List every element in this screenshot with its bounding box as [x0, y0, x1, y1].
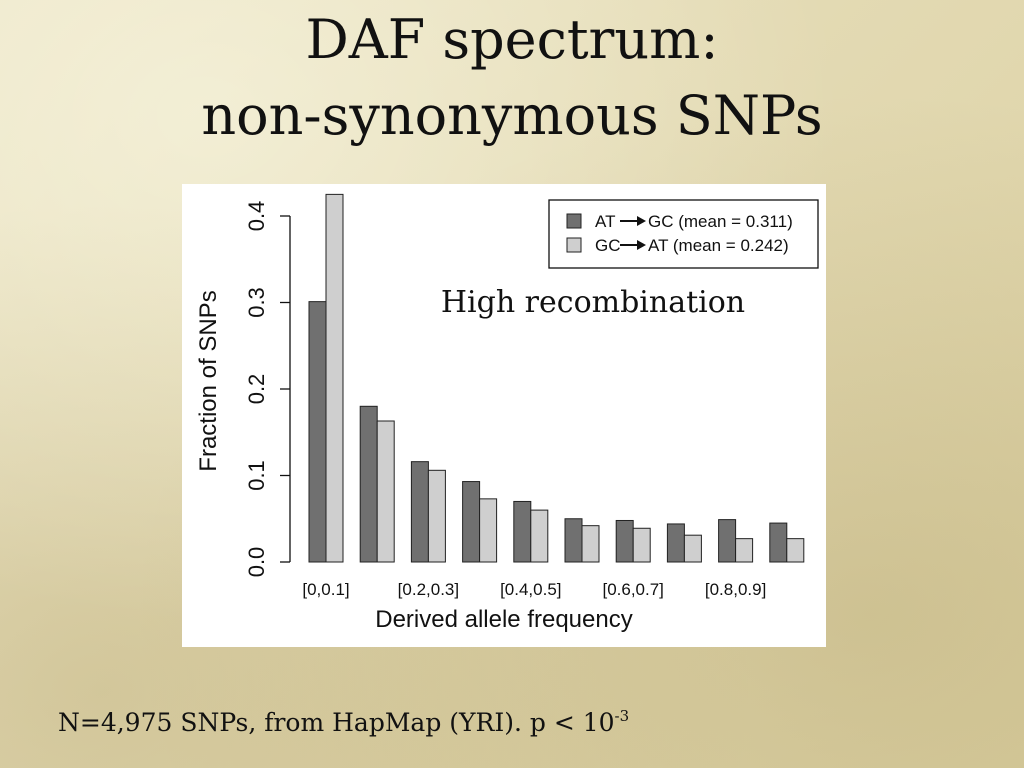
bar-at-gc	[359, 405, 378, 563]
bar-at-gc	[718, 519, 737, 563]
chart-axes: 0.0 0.1 0.2 0.3 0.4	[244, 201, 291, 578]
legend-from: GC	[595, 236, 621, 255]
bar-at-gc	[513, 500, 532, 563]
bar-gc-at	[683, 534, 702, 563]
x-tick-label: [0,0.1]	[302, 580, 349, 599]
y-tick-label: 0.4	[244, 201, 269, 232]
y-axis-label: Fraction of SNPs	[195, 290, 222, 471]
chart-legend: AT GC (mean = 0.311) GC AT (mean = 0.242)	[548, 199, 819, 269]
bar-gc-at	[786, 538, 805, 563]
slide-title-line2: non-synonymous SNPs	[201, 84, 823, 147]
bar-at-gc	[462, 481, 481, 563]
arrow-right-icon	[637, 216, 646, 226]
bar-at-gc	[564, 518, 583, 563]
chart-bars: [0,0.1] [0.2,0.3] [0.4,0.5] [0.6,0.7] [0.8,0…	[302, 193, 805, 599]
legend-to: GC (mean = 0.311)	[648, 212, 793, 231]
bar-gc-at	[581, 525, 600, 563]
footnote-exponent: -3	[614, 707, 630, 725]
legend-swatch	[566, 213, 582, 229]
bar-at-gc	[769, 522, 788, 563]
footnote: N=4,975 SNPs, from HapMap (YRI). p < 10-…	[58, 700, 629, 739]
bar-gc-at	[530, 509, 549, 563]
arrow-right-icon	[637, 240, 646, 250]
x-tick-label: [0.8,0.9]	[705, 580, 766, 599]
y-tick-label: 0.0	[244, 547, 269, 578]
daf-bar-chart: 0.0 0.1 0.2 0.3 0.4 [0,0.1] [0.2,0.3] [0.4,0.5…	[195, 193, 819, 633]
chart-annotation: High recombination	[441, 285, 745, 320]
y-tick-label: 0.1	[244, 460, 269, 491]
slide-title: DAF spectrum: non-synonymous SNPs	[0, 2, 1024, 154]
footnote-text: N=4,975 SNPs, from HapMap (YRI). p < 10	[58, 708, 615, 737]
bar-at-gc	[410, 461, 429, 563]
bar-gc-at	[376, 420, 395, 563]
x-tick-label: [0.6,0.7]	[602, 580, 663, 599]
legend-box	[548, 199, 819, 269]
x-tick-label: [0.2,0.3]	[398, 580, 459, 599]
bar-gc-at	[632, 527, 651, 563]
bar-gc-at	[735, 538, 754, 563]
bar-at-gc	[666, 523, 685, 563]
bar-at-gc	[308, 301, 327, 563]
bar-gc-at	[427, 469, 446, 563]
y-tick-label: 0.3	[244, 287, 269, 318]
bar-gc-at	[325, 193, 344, 563]
legend-from: AT	[595, 212, 615, 231]
slide-title-line1: DAF spectrum:	[305, 8, 719, 71]
y-tick-label: 0.2	[244, 374, 269, 405]
legend-swatch	[566, 237, 582, 253]
legend-to: AT (mean = 0.242)	[648, 236, 789, 255]
bar-at-gc	[615, 519, 634, 563]
chart-panel: 0.0 0.1 0.2 0.3 0.4 [0,0.1] [0.2,0.3] [0.4,0.5…	[182, 184, 826, 647]
x-tick-label: [0.4,0.5]	[500, 580, 561, 599]
x-axis-label: Derived allele frequency	[375, 606, 632, 633]
bar-gc-at	[479, 498, 498, 563]
